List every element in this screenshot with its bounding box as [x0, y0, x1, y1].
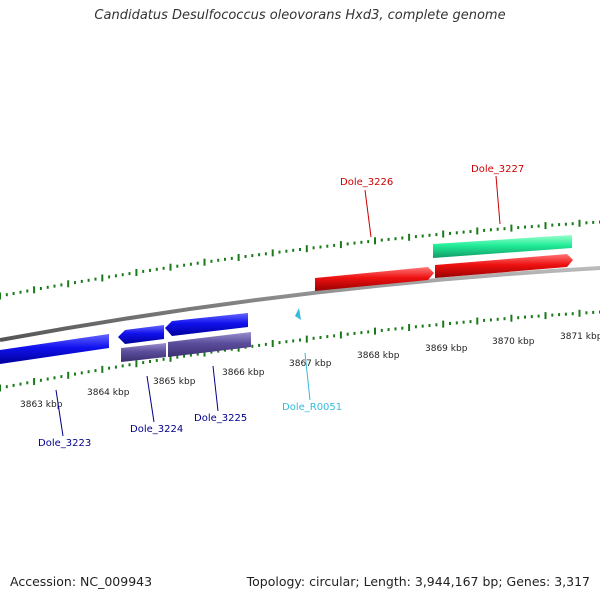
gene-label-dole-3226[interactable]: Dole_3226 — [340, 177, 393, 188]
gene-dole-3223-cds[interactable] — [0, 334, 109, 364]
gene-label-dole-3227[interactable]: Dole_3227 — [471, 164, 524, 175]
forward-strand-ticks — [0, 219, 600, 300]
leader-dole-3223 — [55, 389, 64, 437]
gene-label-dole-3223[interactable]: Dole_3223 — [38, 438, 91, 449]
gene-dole-3224-rna[interactable] — [121, 343, 166, 362]
leader-dole-3227 — [495, 175, 501, 225]
gene-dole-3226-cds[interactable] — [315, 267, 434, 291]
kbp-label-3870: 3870 kbp — [492, 337, 535, 347]
gene-labels: Dole_3226 Dole_3227 Dole_3223 Dole_3224 … — [38, 164, 524, 449]
kbp-label-3863: 3863 kbp — [20, 400, 63, 410]
leader-dole-3224 — [146, 375, 155, 423]
kbp-label-3871: 3871 kbp — [560, 332, 600, 342]
kbp-label-3866: 3866 kbp — [222, 368, 265, 378]
genome-summary-text: Topology: circular; Length: 3,944,167 bp… — [246, 574, 590, 589]
kbp-label-3864: 3864 kbp — [87, 388, 130, 398]
leader-dole-3226 — [364, 189, 372, 238]
genome-backbone — [0, 266, 600, 342]
kbp-label-3865: 3865 kbp — [153, 377, 196, 387]
gene-label-dole-r0051[interactable]: Dole_R0051 — [282, 402, 342, 413]
gene-dole-3227-rna[interactable] — [433, 235, 572, 258]
gene-dole-3225-cds[interactable] — [165, 313, 248, 336]
kbp-label-3869: 3869 kbp — [425, 344, 468, 354]
genome-title: Candidatus Desulfococcus oleovorans Hxd3… — [94, 8, 506, 23]
ruler-labels: 3863 kbp 3864 kbp 3865 kbp 3866 kbp 3867… — [20, 332, 600, 410]
gene-dole-3225-rna[interactable] — [168, 332, 251, 357]
accession-text: Accession: NC_009943 — [10, 574, 153, 589]
gene-dole-3227-cds[interactable] — [435, 254, 573, 278]
leader-dole-r0051 — [304, 352, 311, 401]
gene-label-dole-3224[interactable]: Dole_3224 — [130, 424, 183, 435]
kbp-label-3868: 3868 kbp — [357, 351, 400, 361]
leader-dole-3225 — [212, 365, 219, 412]
gene-label-dole-3225[interactable]: Dole_3225 — [194, 413, 247, 424]
kbp-label-3867: 3867 kbp — [289, 359, 332, 369]
gene-dole-3224-cds[interactable] — [118, 325, 164, 344]
gene-leader-lines — [55, 175, 501, 437]
gene-dole-r0051-marker[interactable] — [295, 308, 301, 320]
